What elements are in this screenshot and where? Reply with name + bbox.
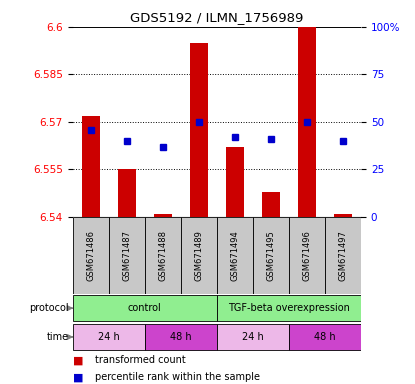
Text: 48 h: 48 h: [314, 332, 336, 342]
Text: TGF-beta overexpression: TGF-beta overexpression: [228, 303, 350, 313]
Bar: [109, 217, 145, 294]
Bar: [145, 324, 217, 350]
Text: ■: ■: [73, 355, 83, 365]
Text: percentile rank within the sample: percentile rank within the sample: [95, 372, 261, 382]
Text: GSM671497: GSM671497: [339, 230, 347, 281]
Text: 24 h: 24 h: [98, 332, 120, 342]
Bar: [154, 214, 172, 217]
Text: protocol: protocol: [29, 303, 68, 313]
Bar: [226, 147, 244, 217]
Bar: [73, 295, 217, 321]
Text: GSM671494: GSM671494: [230, 230, 239, 281]
Bar: [334, 214, 352, 217]
Bar: [325, 217, 361, 294]
Text: time: time: [46, 332, 68, 342]
Text: 48 h: 48 h: [170, 332, 192, 342]
Bar: [73, 324, 145, 350]
Text: GSM671496: GSM671496: [303, 230, 312, 281]
Text: ■: ■: [73, 372, 83, 382]
Bar: [289, 217, 325, 294]
Text: GSM671495: GSM671495: [266, 230, 276, 281]
Text: GSM671486: GSM671486: [86, 230, 95, 281]
Bar: [145, 217, 181, 294]
Text: GSM671488: GSM671488: [158, 230, 167, 281]
Text: GSM671489: GSM671489: [194, 230, 203, 281]
Bar: [118, 169, 136, 217]
Bar: [262, 192, 280, 217]
Text: GSM671487: GSM671487: [122, 230, 131, 281]
Bar: [298, 27, 316, 217]
Bar: [217, 295, 361, 321]
Bar: [82, 116, 100, 217]
Bar: [289, 324, 361, 350]
Bar: [181, 217, 217, 294]
Text: control: control: [128, 303, 161, 313]
Text: 24 h: 24 h: [242, 332, 264, 342]
Bar: [217, 217, 253, 294]
Bar: [217, 324, 289, 350]
Bar: [253, 217, 289, 294]
Title: GDS5192 / ILMN_1756989: GDS5192 / ILMN_1756989: [130, 11, 303, 24]
Bar: [73, 217, 109, 294]
Bar: [190, 43, 208, 217]
Text: transformed count: transformed count: [95, 355, 186, 365]
